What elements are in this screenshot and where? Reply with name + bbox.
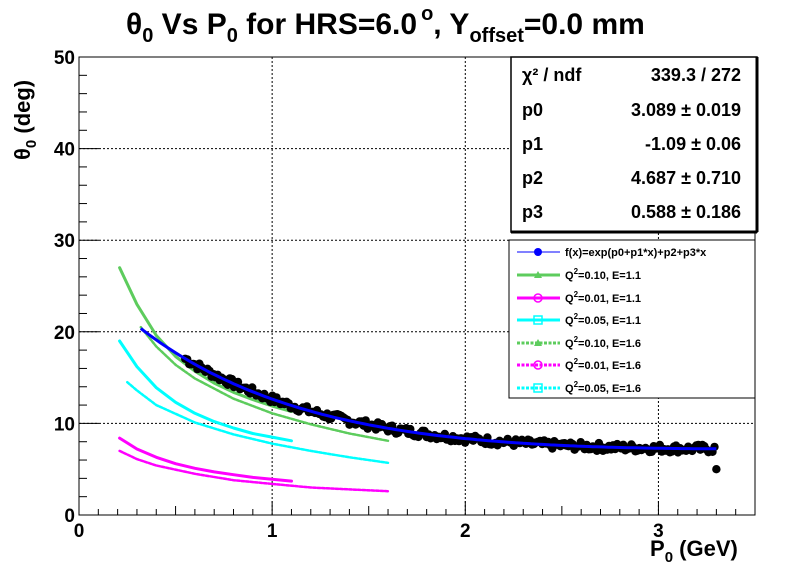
x-tick-label: 2	[460, 521, 471, 542]
title-offset: offset	[469, 25, 524, 47]
x-axis-title: P0 (GeV)	[650, 536, 738, 566]
x-tick-label: 3	[653, 521, 664, 542]
y-tick-label: 10	[54, 414, 75, 435]
x-tick-label: 0	[74, 521, 85, 542]
legend-label: f(x)=exp(p0+p1*x)+p2+p3*x	[565, 247, 707, 259]
series-curve	[118, 449, 390, 493]
y-axis-theta: θ	[10, 148, 35, 160]
x-axis-p: P	[650, 536, 665, 561]
y-tick-label: 50	[54, 48, 75, 69]
title-sub2: 0	[227, 25, 238, 47]
y-tick-label: 40	[54, 140, 75, 161]
legend-marker-triangle-icon	[534, 339, 542, 346]
data-point-outlier	[712, 465, 721, 474]
stats-chi-label: χ² / ndf	[522, 65, 582, 85]
series-curves	[118, 266, 390, 493]
title-mm: =0.0 mm	[524, 8, 645, 41]
stats-p0-value: 3.089 ± 0.019	[631, 100, 741, 120]
y-axis-sub: 0	[23, 140, 40, 148]
stats-p0-name: p0	[522, 100, 543, 120]
legend-label: Q2=0.10, E=1.1	[565, 267, 641, 282]
legend-items: f(x)=exp(p0+p1*x)+p2+p3*x Q2=0.10, E=1.1 Q…	[517, 247, 707, 395]
chart-title: θ0 Vs P0 for HRS=6.0 o, Yoffset=0.0 mm	[126, 3, 645, 47]
x-axis-sub: 0	[665, 549, 673, 566]
stats-p1-value: -1.09 ± 0.06	[645, 134, 741, 154]
legend-label: Q2=0.05, E=1.6	[565, 380, 641, 395]
series-curve	[139, 325, 390, 443]
legend-label: Q2=0.01, E=1.1	[565, 290, 641, 305]
stats-p2-name: p2	[522, 168, 543, 188]
series-curve	[118, 266, 293, 413]
y-axis-unit: (deg)	[10, 80, 35, 140]
title-y: , Y	[433, 8, 469, 41]
fit-curve	[139, 327, 717, 451]
legend-label: Q2=0.05, E=1.1	[565, 312, 641, 327]
title-theta: θ	[126, 8, 142, 41]
stats-box: χ² / ndf 339.3 / 272 p0 3.089 ± 0.019 p1…	[510, 56, 759, 234]
legend: f(x)=exp(p0+p1*x)+p2+p3*x Q2=0.10, E=1.1 Q…	[508, 239, 756, 399]
series-curve	[118, 339, 293, 443]
series-curve	[118, 436, 293, 483]
y-tick-label: 30	[54, 231, 75, 252]
title-degree: o	[421, 3, 433, 25]
stats-box-frame	[510, 56, 758, 233]
legend-label: Q2=0.01, E=1.6	[565, 357, 641, 372]
legend-marker-square-icon	[533, 383, 543, 393]
legend-label: Q2=0.10, E=1.6	[565, 335, 641, 350]
legend-marker-circle-icon	[533, 360, 543, 370]
axis-ticks	[78, 56, 756, 516]
legend-marker-dot-icon	[534, 248, 542, 256]
legend-marker-square-icon	[533, 315, 543, 325]
legend-marker-triangle-icon	[534, 271, 542, 278]
fit-line	[139, 327, 717, 451]
stats-p3-name: p3	[522, 202, 543, 222]
title-sub1: 0	[142, 25, 153, 47]
series-curve	[126, 380, 390, 465]
x-axis-unit: (GeV)	[673, 536, 738, 561]
x-tick-label: 1	[267, 521, 278, 542]
y-tick-label: 0	[64, 506, 75, 527]
stats-p3-value: 0.588 ± 0.186	[631, 202, 741, 222]
legend-marker-circle-icon	[533, 293, 543, 303]
y-tick-label: 20	[54, 323, 75, 344]
stats-p2-value: 4.687 ± 0.710	[631, 168, 741, 188]
title-hrs: for HRS=6.0	[238, 8, 417, 41]
title-vs: Vs P	[153, 8, 226, 41]
stats-p1-name: p1	[522, 134, 543, 154]
stats-chi-value: 339.3 / 272	[651, 65, 741, 85]
y-axis-title: θ0 (deg)	[10, 80, 40, 160]
